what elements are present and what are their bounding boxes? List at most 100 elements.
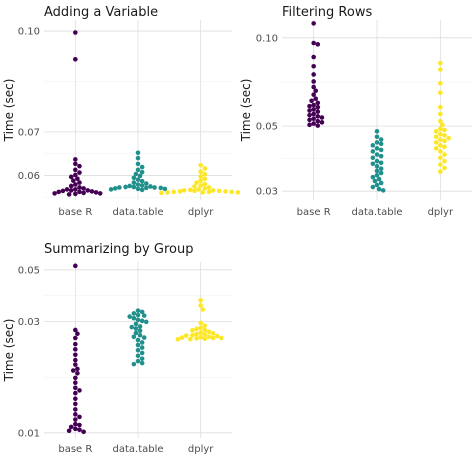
data-point: [139, 183, 145, 188]
data-point: [374, 168, 380, 174]
data-point: [198, 325, 203, 331]
data-point: [73, 191, 78, 197]
data-point: [442, 165, 447, 171]
data-point: [52, 191, 57, 196]
panel-title: Adding a Variable: [44, 5, 158, 20]
data-point: [438, 60, 443, 66]
y-tick-label: 0.05: [256, 122, 278, 133]
y-tick-label: 0.10: [18, 27, 40, 38]
data-point: [77, 388, 82, 393]
data-point: [311, 121, 316, 126]
data-point: [202, 332, 208, 337]
data-point: [311, 40, 316, 46]
data-point: [177, 189, 183, 194]
data-point: [433, 140, 439, 145]
data-point: [73, 407, 78, 412]
data-point: [68, 174, 74, 180]
data-point: [370, 149, 376, 154]
data-point: [133, 171, 139, 177]
data-point: [85, 188, 91, 193]
data-point: [137, 324, 143, 329]
data-point: [131, 184, 137, 190]
data-point: [438, 149, 443, 154]
data-point: [374, 152, 380, 157]
data-point: [135, 167, 141, 173]
data-point: [311, 21, 316, 26]
data-point: [139, 169, 145, 175]
x-tick-label: data.table: [351, 207, 402, 218]
y-tick-label: 0.03: [256, 187, 278, 198]
data-point: [319, 120, 325, 125]
data-point: [131, 315, 137, 321]
data-point: [135, 358, 141, 364]
data-point: [131, 311, 137, 316]
data-point: [73, 161, 78, 167]
data-point: [68, 424, 74, 430]
data-point: [188, 187, 193, 193]
data-point: [198, 174, 203, 179]
data-point: [200, 190, 206, 195]
data-point: [378, 141, 384, 147]
data-point: [198, 320, 203, 326]
data-point: [219, 335, 224, 341]
data-point: [73, 380, 78, 386]
data-point: [139, 187, 145, 193]
data-point: [139, 350, 145, 356]
data-point: [307, 117, 312, 123]
data-point: [438, 104, 443, 110]
data-point: [73, 412, 78, 417]
data-point: [73, 421, 78, 427]
data-point: [73, 417, 78, 422]
data-point: [198, 297, 203, 303]
data-point: [171, 189, 177, 195]
data-point: [378, 180, 384, 186]
data-point: [440, 122, 445, 128]
data-point: [202, 327, 208, 333]
data-point: [139, 340, 145, 345]
data-point: [73, 157, 78, 162]
data-point: [192, 184, 197, 189]
data-point: [73, 263, 78, 269]
data-point: [66, 192, 72, 197]
data-point: [73, 56, 78, 62]
data-point: [60, 188, 66, 194]
data-point: [112, 186, 118, 191]
data-point: [370, 174, 376, 180]
y-axis-label: Time (sec): [239, 79, 253, 143]
data-point: [378, 147, 384, 153]
data-point: [210, 331, 216, 336]
chart-panel: 0.01 0.03 0.05 base R data.table dplyr Summari…: [2, 242, 232, 455]
data-point: [315, 42, 321, 47]
data-point: [374, 172, 380, 178]
data-point: [127, 314, 133, 319]
data-point: [374, 158, 380, 164]
data-point: [143, 319, 149, 325]
x-tick-label: data.table: [112, 207, 163, 218]
data-point: [139, 164, 145, 170]
data-point: [311, 84, 316, 90]
data-point: [190, 328, 195, 333]
data-point: [313, 96, 319, 102]
data-point: [380, 188, 386, 193]
data-point: [315, 104, 321, 110]
data-point: [194, 336, 199, 341]
data-point: [152, 185, 157, 190]
data-point: [158, 185, 164, 191]
data-point: [77, 185, 82, 190]
data-point: [214, 333, 220, 339]
data-point: [123, 184, 128, 190]
data-point: [319, 115, 325, 120]
data-point: [81, 190, 86, 196]
chart-panel: 0.03 0.05 0.10 base R data.table dplyr Filteri…: [239, 5, 472, 218]
y-tick-label: 0.05: [18, 265, 40, 276]
data-point: [198, 183, 203, 188]
data-point: [438, 118, 443, 124]
data-point: [135, 342, 141, 348]
y-tick-label: 0.06: [18, 171, 40, 182]
data-point: [64, 187, 70, 192]
data-point: [73, 187, 78, 192]
data-point: [139, 360, 145, 366]
data-point: [446, 135, 451, 141]
data-point: [378, 160, 384, 166]
